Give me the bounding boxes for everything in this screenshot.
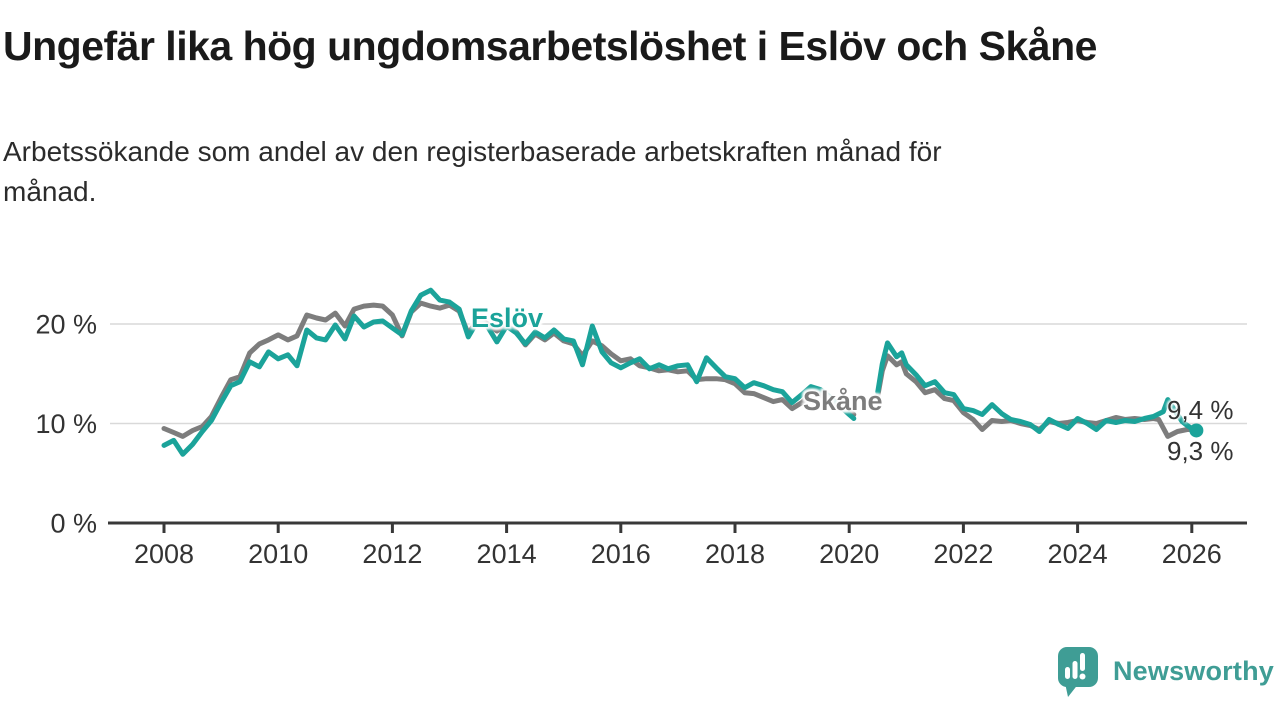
line-eslöv-segment-0 (161, 287, 857, 457)
end-value-label-eslov: 9,3 % (1167, 436, 1234, 466)
end-value-label-skane: 9,4 % (1167, 395, 1234, 425)
x-tick-label-2010: 2010 (248, 539, 308, 569)
chart-subtitle: Arbetssökande som andel av den registerb… (3, 132, 1223, 212)
x-tick-label-2012: 2012 (362, 539, 422, 569)
y-tick-label-10: 10 % (35, 409, 97, 439)
line-eslöv-segment-1 (875, 340, 1199, 434)
page-title: Ungefär lika hög ungdomsarbetslöshet i E… (3, 23, 1097, 69)
x-tick-label-2026: 2026 (1162, 539, 1222, 569)
y-tick-label-0: 0 % (50, 509, 97, 539)
x-tick-label-2020: 2020 (819, 539, 879, 569)
line-skåne-segment-1 (875, 353, 1195, 439)
x-tick-label-2014: 2014 (477, 539, 537, 569)
x-tick-label-2016: 2016 (591, 539, 651, 569)
subtitle-line-1: Arbetssökande som andel av den registerb… (3, 136, 942, 167)
newsworthy-brand[interactable]: Newsworthy (1057, 646, 1274, 697)
x-tick-label-2018: 2018 (705, 539, 765, 569)
x-tick-label-2022: 2022 (933, 539, 993, 569)
subtitle-line-2: månad. (3, 175, 97, 207)
x-tick-label-2008: 2008 (134, 539, 194, 569)
series-label-skane: Skåne (803, 386, 883, 416)
end-dot-eslöv (1189, 423, 1204, 438)
y-tick-label-20: 20 % (35, 310, 97, 340)
newsworthy-logo-icon (1057, 647, 1098, 697)
newsworthy-brand-text: Newsworthy (1112, 655, 1274, 686)
x-tick-label-2024: 2024 (1048, 539, 1108, 569)
series-label-eslov: Eslöv (471, 303, 544, 333)
